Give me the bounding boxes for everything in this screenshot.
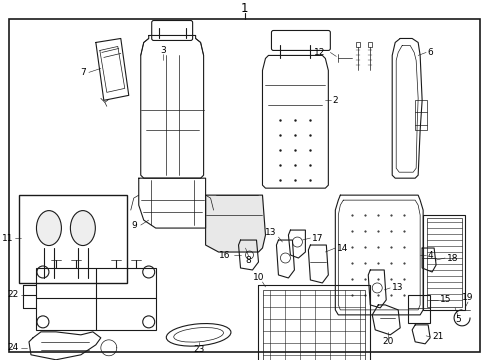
Text: 9: 9 [131,221,136,230]
Text: 14: 14 [337,243,348,252]
Bar [426,218,461,307]
Text: 20: 20 [382,337,393,346]
Text: 17: 17 [312,234,323,243]
Ellipse shape [37,211,61,246]
Text: 16: 16 [219,251,230,260]
Text: 10: 10 [252,274,264,283]
Bar [407,295,429,323]
Text: 22: 22 [8,291,19,300]
Text: 4: 4 [427,251,432,260]
Text: 21: 21 [431,332,443,341]
Text: 8: 8 [245,256,251,265]
Text: 12: 12 [313,48,325,57]
Text: 24: 24 [8,343,19,352]
Text: 13: 13 [391,283,403,292]
Bar [422,215,464,310]
Text: 1: 1 [240,2,248,15]
Text: 3: 3 [160,46,165,55]
Text: 6: 6 [427,48,432,57]
Bar [367,42,371,48]
Text: 19: 19 [461,293,473,302]
Text: 13: 13 [264,228,276,237]
Text: 18: 18 [446,253,458,262]
Text: 7: 7 [80,68,85,77]
Bar [19,195,126,283]
Text: 11: 11 [1,234,13,243]
Bar [356,42,360,48]
Text: 5: 5 [454,315,460,324]
Bar [414,100,426,130]
Bar [258,285,369,360]
Bar [36,268,155,330]
Polygon shape [205,195,265,252]
Text: 2: 2 [332,96,337,105]
Ellipse shape [70,211,95,246]
Bar [263,290,365,360]
Text: 23: 23 [193,345,204,354]
Text: 15: 15 [439,296,451,305]
